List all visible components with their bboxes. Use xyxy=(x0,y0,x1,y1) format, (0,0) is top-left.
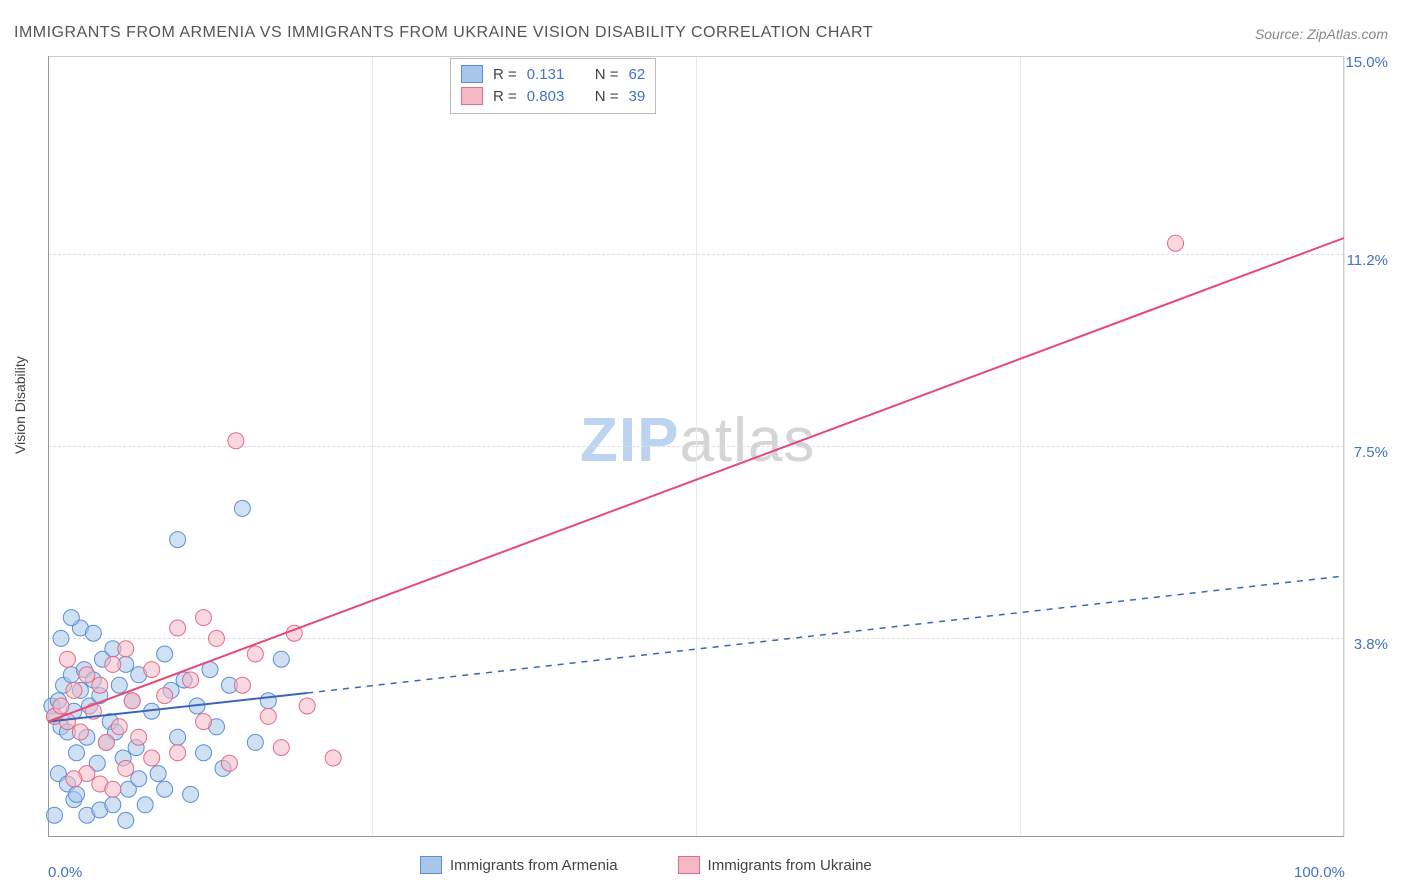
data-point xyxy=(157,781,173,797)
y-tick-label: 7.5% xyxy=(1354,444,1388,461)
data-point xyxy=(170,620,186,636)
y-axis-title: Vision Disability xyxy=(12,356,28,454)
data-point xyxy=(1168,235,1184,251)
plot-svg xyxy=(48,56,1344,836)
n-label: N = xyxy=(595,88,619,105)
data-point xyxy=(46,807,62,823)
data-point xyxy=(150,766,166,782)
data-point xyxy=(228,433,244,449)
data-point xyxy=(85,625,101,641)
data-point xyxy=(247,734,263,750)
data-point xyxy=(118,812,134,828)
bottom-legend: Immigrants from Armenia Immigrants from … xyxy=(420,856,872,874)
legend-label-armenia: Immigrants from Armenia xyxy=(450,857,618,874)
swatch-ukraine xyxy=(461,87,483,105)
n-label: N = xyxy=(595,66,619,83)
x-axis-line xyxy=(48,836,1344,837)
y-tick-label: 11.2% xyxy=(1347,252,1388,269)
data-point xyxy=(196,714,212,730)
data-point xyxy=(59,651,75,667)
data-point xyxy=(196,610,212,626)
y-tick-label: 3.8% xyxy=(1354,636,1388,653)
x-tick-label: 100.0% xyxy=(1294,864,1345,881)
data-point xyxy=(247,646,263,662)
y-tick-label: 15.0% xyxy=(1345,54,1388,71)
correlation-chart: IMMIGRANTS FROM ARMENIA VS IMMIGRANTS FR… xyxy=(0,0,1406,892)
data-point xyxy=(66,682,82,698)
chart-title: IMMIGRANTS FROM ARMENIA VS IMMIGRANTS FR… xyxy=(14,24,873,42)
trend-line-extrapolated xyxy=(307,576,1344,693)
data-point xyxy=(157,646,173,662)
data-point xyxy=(234,500,250,516)
data-point xyxy=(98,734,114,750)
data-point xyxy=(72,724,88,740)
data-point xyxy=(69,786,85,802)
legend-item-armenia: Immigrants from Armenia xyxy=(420,856,618,874)
swatch-armenia xyxy=(420,856,442,874)
data-point xyxy=(170,729,186,745)
data-point xyxy=(124,693,140,709)
data-point xyxy=(273,651,289,667)
data-point xyxy=(299,698,315,714)
r-value-armenia: 0.131 xyxy=(527,66,579,83)
data-point xyxy=(111,677,127,693)
data-point xyxy=(137,797,153,813)
data-point xyxy=(183,672,199,688)
data-point xyxy=(53,698,69,714)
data-point xyxy=(170,532,186,548)
swatch-armenia xyxy=(461,65,483,83)
legend-item-ukraine: Immigrants from Ukraine xyxy=(678,856,872,874)
data-point xyxy=(157,688,173,704)
r-legend-row-ukraine: R = 0.803 N = 39 xyxy=(461,85,645,107)
source-label: Source: ZipAtlas.com xyxy=(1255,26,1388,42)
data-point xyxy=(69,745,85,761)
r-legend-box: R = 0.131 N = 62 R = 0.803 N = 39 xyxy=(450,58,656,114)
data-point xyxy=(66,771,82,787)
data-point xyxy=(208,630,224,646)
trend-line xyxy=(48,238,1344,722)
data-point xyxy=(131,729,147,745)
data-point xyxy=(63,610,79,626)
data-point xyxy=(105,797,121,813)
x-tick-label: 0.0% xyxy=(48,864,82,881)
r-label: R = xyxy=(493,88,517,105)
data-point xyxy=(92,677,108,693)
data-point xyxy=(260,693,276,709)
data-point xyxy=(273,740,289,756)
swatch-ukraine xyxy=(678,856,700,874)
data-point xyxy=(118,641,134,657)
data-point xyxy=(105,656,121,672)
data-point xyxy=(221,755,237,771)
data-point xyxy=(234,677,250,693)
n-value-ukraine: 39 xyxy=(629,88,646,105)
data-point xyxy=(144,662,160,678)
data-point xyxy=(105,781,121,797)
data-point xyxy=(111,719,127,735)
legend-label-ukraine: Immigrants from Ukraine xyxy=(708,857,872,874)
data-point xyxy=(131,771,147,787)
r-label: R = xyxy=(493,66,517,83)
data-point xyxy=(53,630,69,646)
data-point xyxy=(183,786,199,802)
r-value-ukraine: 0.803 xyxy=(527,88,579,105)
data-point xyxy=(196,745,212,761)
data-point xyxy=(118,760,134,776)
data-point xyxy=(325,750,341,766)
data-point xyxy=(79,667,95,683)
r-legend-row-armenia: R = 0.131 N = 62 xyxy=(461,63,645,85)
data-point xyxy=(170,745,186,761)
data-point xyxy=(260,708,276,724)
n-value-armenia: 62 xyxy=(629,66,646,83)
data-point xyxy=(144,750,160,766)
